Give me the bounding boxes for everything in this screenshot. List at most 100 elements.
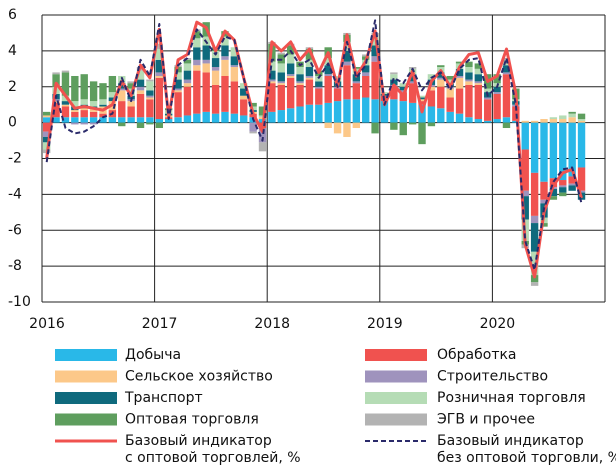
bar — [80, 108, 88, 111]
bar — [277, 83, 285, 85]
bar — [390, 74, 398, 80]
legend-label: Базовый индикатор без оптовой торговли, % — [437, 433, 616, 465]
bar — [136, 79, 145, 87]
bar — [437, 86, 445, 109]
legend-swatch — [55, 413, 117, 426]
bar — [296, 74, 304, 82]
bar — [530, 122, 539, 173]
bar — [540, 119, 548, 123]
bar — [164, 119, 173, 123]
bar — [559, 187, 567, 193]
bar — [221, 36, 229, 46]
bar — [296, 81, 304, 84]
bar — [455, 68, 464, 76]
bar — [333, 122, 342, 134]
bar — [43, 117, 51, 123]
bar — [89, 108, 98, 112]
bar — [343, 61, 351, 66]
bar — [399, 86, 407, 91]
bar — [474, 81, 483, 84]
bar — [362, 54, 370, 57]
bar — [549, 122, 558, 179]
bar — [549, 196, 558, 200]
bar — [568, 176, 576, 184]
legend-swatch — [365, 413, 427, 426]
legend-label: Строительство — [437, 369, 548, 385]
bar — [61, 72, 70, 96]
bar — [399, 122, 407, 136]
bar — [427, 106, 436, 123]
bar — [221, 59, 229, 76]
bar — [52, 117, 60, 123]
bar — [530, 223, 539, 252]
bar — [352, 81, 361, 84]
bar — [183, 63, 192, 71]
bar — [193, 38, 201, 48]
bar — [324, 74, 332, 76]
bar — [71, 101, 79, 107]
x-tick-label: 2017 — [142, 316, 178, 332]
bar — [146, 97, 154, 100]
bar — [315, 88, 323, 105]
bar — [333, 88, 342, 102]
bar — [146, 95, 154, 98]
bar — [427, 90, 436, 107]
bar — [577, 167, 586, 191]
legend-swatch — [55, 370, 117, 383]
bar — [484, 120, 492, 123]
bar — [221, 111, 229, 123]
bar — [52, 102, 60, 118]
bar — [484, 88, 492, 93]
bar — [333, 101, 342, 123]
bar — [577, 113, 586, 120]
bar — [268, 83, 276, 112]
bar — [371, 56, 379, 62]
bar — [183, 70, 192, 80]
bar — [305, 79, 314, 105]
bar — [427, 122, 436, 127]
bar — [530, 120, 539, 123]
bar — [136, 93, 145, 118]
bar — [408, 83, 417, 103]
bar — [399, 90, 407, 93]
bar — [362, 97, 370, 123]
bar — [277, 110, 285, 123]
legend-swatch — [365, 392, 427, 404]
bar — [127, 106, 135, 118]
bar — [146, 122, 154, 125]
bar — [437, 65, 445, 68]
bar — [61, 95, 70, 102]
bar — [108, 75, 117, 93]
x-tick-label: 2019 — [367, 316, 403, 332]
bar — [240, 95, 248, 100]
bar — [52, 74, 60, 87]
legend-label: Сельское хозяйство — [125, 369, 273, 385]
bar — [80, 122, 88, 125]
legend-label: Добыча — [125, 347, 181, 363]
bar — [136, 90, 145, 94]
bar — [399, 101, 407, 123]
y-tick-label: -10 — [8, 294, 31, 310]
bar — [324, 75, 332, 103]
bar — [559, 192, 567, 197]
bar — [174, 92, 182, 118]
bar — [249, 102, 257, 107]
y-tick-label: 0 — [8, 115, 17, 131]
bar — [240, 115, 248, 123]
bar — [230, 67, 239, 82]
bar — [136, 70, 145, 80]
bar — [71, 75, 79, 102]
bar — [474, 68, 483, 75]
bar — [174, 79, 182, 89]
bar — [43, 122, 51, 132]
bar — [352, 99, 361, 123]
bar — [549, 178, 558, 188]
bar — [418, 97, 426, 100]
bar — [61, 101, 70, 105]
bar — [559, 119, 567, 123]
bar — [71, 111, 79, 118]
bar — [502, 117, 511, 123]
bar — [118, 88, 126, 91]
bar — [249, 122, 257, 132]
bar — [493, 74, 501, 84]
